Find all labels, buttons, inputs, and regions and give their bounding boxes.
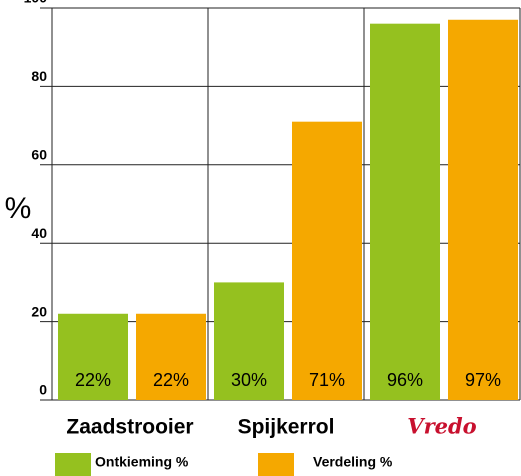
bar	[370, 23, 440, 401]
value-label: 30%	[231, 370, 267, 390]
y-tick-label: 80	[31, 68, 47, 84]
x-tick-label: Spijkerrol	[238, 416, 335, 439]
x-tick-label: Zaadstrooier	[66, 416, 193, 439]
bar	[448, 19, 518, 400]
bar	[58, 313, 128, 400]
y-tick-label: 100	[24, 0, 48, 6]
legend-label: Ontkieming %	[95, 454, 189, 470]
legend-swatch	[258, 453, 294, 476]
bar	[214, 282, 284, 400]
value-label: 71%	[309, 370, 345, 390]
value-label: 97%	[465, 370, 501, 390]
legend-label: Verdeling %	[313, 454, 393, 470]
value-label: 22%	[75, 370, 111, 390]
legend-swatch	[55, 453, 91, 476]
value-label: 96%	[387, 370, 423, 390]
bar	[136, 313, 206, 400]
y-tick-label: 20	[31, 303, 47, 319]
bar	[292, 121, 362, 401]
y-tick-label: 40	[31, 225, 47, 241]
value-label: 22%	[153, 370, 189, 390]
y-tick-label: 60	[31, 147, 47, 163]
brand-logo: Vredo	[407, 414, 476, 439]
y-tick-label: 0	[39, 382, 47, 398]
y-axis-label: %	[5, 192, 32, 225]
